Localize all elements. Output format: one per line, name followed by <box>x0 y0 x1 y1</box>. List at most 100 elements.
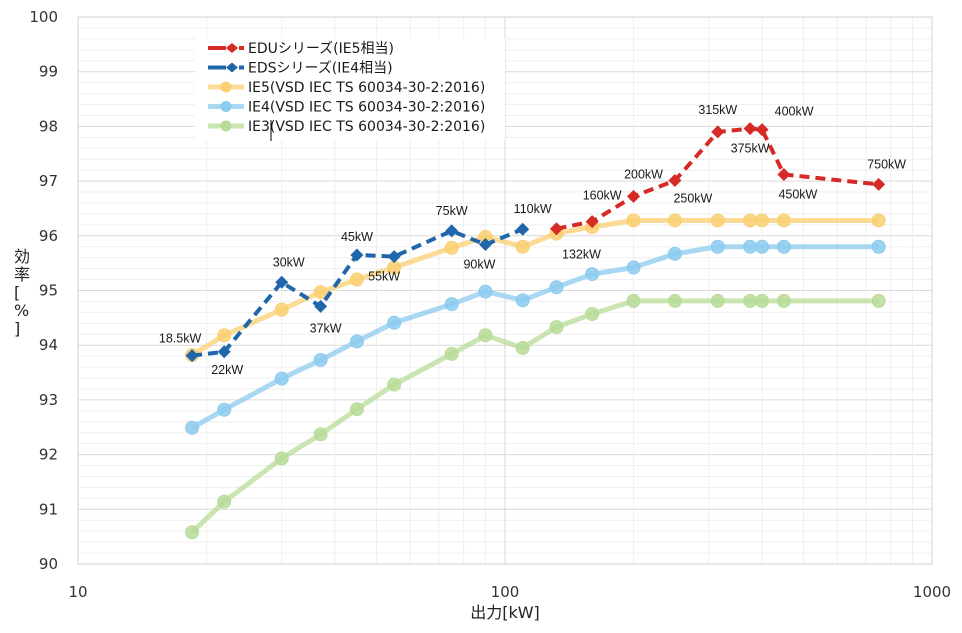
data-point <box>444 297 459 312</box>
legend-marker-diamond <box>226 43 238 53</box>
legend-box <box>195 38 505 140</box>
data-point <box>871 293 886 308</box>
data-point <box>667 293 682 308</box>
data-point <box>274 451 289 466</box>
data-point <box>515 340 530 355</box>
data-point <box>711 125 725 139</box>
series-1 <box>185 222 530 363</box>
data-point <box>217 494 232 509</box>
data-label: 45kW <box>341 230 373 244</box>
series-0 <box>549 122 886 236</box>
data-point <box>627 189 641 203</box>
data-point <box>755 213 770 228</box>
data-point <box>444 346 459 361</box>
data-label: 400kW <box>775 105 814 119</box>
data-point <box>217 402 232 417</box>
data-point <box>755 123 769 137</box>
x-tick-label: 1000 <box>913 583 951 601</box>
series-layer <box>185 122 886 540</box>
data-point <box>217 345 231 359</box>
data-point <box>743 293 758 308</box>
data-point <box>668 174 682 188</box>
y-axis-title-char: 率 <box>14 265 30 284</box>
legend: EDUシリーズ(IE5相当) EDSシリーズ(IE4相当) IE5(VSD IEC … <box>195 38 505 141</box>
data-point <box>667 246 682 261</box>
series-4 <box>185 293 886 540</box>
legend-item: IE4(VSD IEC TS 60034-30-2:2016) <box>208 100 485 116</box>
legend-item: EDSシリーズ(IE4相当) <box>208 61 393 77</box>
x-tick-label: 10 <box>68 583 87 601</box>
data-point <box>478 328 493 343</box>
legend-label: IE5(VSD IEC TS 60034-30-2:2016) <box>248 80 485 96</box>
data-label: 450kW <box>778 188 817 202</box>
data-point <box>217 328 232 343</box>
legend-item: IE3(VSD IEC TS 60034-30-2:2016) <box>208 119 485 135</box>
data-point <box>626 260 641 275</box>
data-label: 315kW <box>698 103 737 117</box>
data-point <box>777 168 791 182</box>
data-point <box>626 213 641 228</box>
data-point <box>871 239 886 254</box>
data-point <box>478 284 493 299</box>
y-tick-label: 95 <box>39 282 58 300</box>
data-label: 375kW <box>731 142 770 156</box>
plot-frame <box>77 16 933 565</box>
legend-label: EDSシリーズ(IE4相当) <box>248 61 393 77</box>
y-tick-label: 99 <box>39 63 58 81</box>
data-point <box>349 272 364 287</box>
data-label: 160kW <box>583 189 622 203</box>
legend-item: IE5(VSD IEC TS 60034-30-2:2016) <box>208 80 485 96</box>
y-tick-label: 92 <box>39 446 58 464</box>
data-label: 250kW <box>673 192 712 206</box>
data-label: 37kW <box>310 321 342 335</box>
data-point <box>776 239 791 254</box>
data-label: 18.5kW <box>159 332 202 346</box>
y-tick-label: 90 <box>39 555 58 573</box>
y-axis-title-char: 効 <box>14 247 30 266</box>
data-point <box>313 352 328 367</box>
legend-label: EDUシリーズ(IE5相当) <box>248 41 394 57</box>
data-point <box>185 525 200 540</box>
data-point <box>585 267 600 282</box>
data-point <box>585 215 599 229</box>
data-point <box>387 315 402 330</box>
legend-label: IE3(VSD IEC TS 60034-30-2:2016) <box>248 119 485 135</box>
y-tick-label: 93 <box>39 391 58 409</box>
data-point <box>350 248 364 262</box>
y-axis-title-char: ] <box>14 319 20 338</box>
series-line <box>190 218 879 358</box>
x-tick-label: 100 <box>491 583 520 601</box>
y-axis-title-char: % <box>14 301 29 320</box>
legend-marker-circle <box>220 81 232 93</box>
y-tick-label: 97 <box>39 172 58 190</box>
data-label: 22kW <box>211 363 243 377</box>
legend-marker-circle <box>220 101 232 112</box>
series-3 <box>185 239 886 435</box>
data-label: 200kW <box>624 167 663 181</box>
data-point <box>349 402 364 417</box>
y-tick-label: 94 <box>39 336 58 354</box>
data-point <box>755 293 770 308</box>
data-point <box>314 299 328 313</box>
data-label: 750kW <box>867 157 906 171</box>
data-point <box>871 213 886 228</box>
data-point <box>585 307 600 322</box>
data-point <box>549 280 564 295</box>
data-point <box>743 213 758 228</box>
data-point <box>444 240 459 255</box>
data-point <box>185 420 200 435</box>
data-label: 55kW <box>368 270 400 284</box>
y-tick-label: 98 <box>39 117 58 135</box>
legend-marker-circle <box>220 120 232 132</box>
y-axis-title: 効率[%] <box>14 247 30 338</box>
data-point <box>776 213 791 228</box>
x-axis-title: 出力[kW] <box>470 603 540 622</box>
legend-marker-diamond <box>226 62 238 73</box>
data-point <box>313 285 328 300</box>
y-tick-label: 100 <box>29 8 58 26</box>
data-point <box>743 239 758 254</box>
data-point <box>549 320 564 335</box>
data-point <box>776 293 791 308</box>
